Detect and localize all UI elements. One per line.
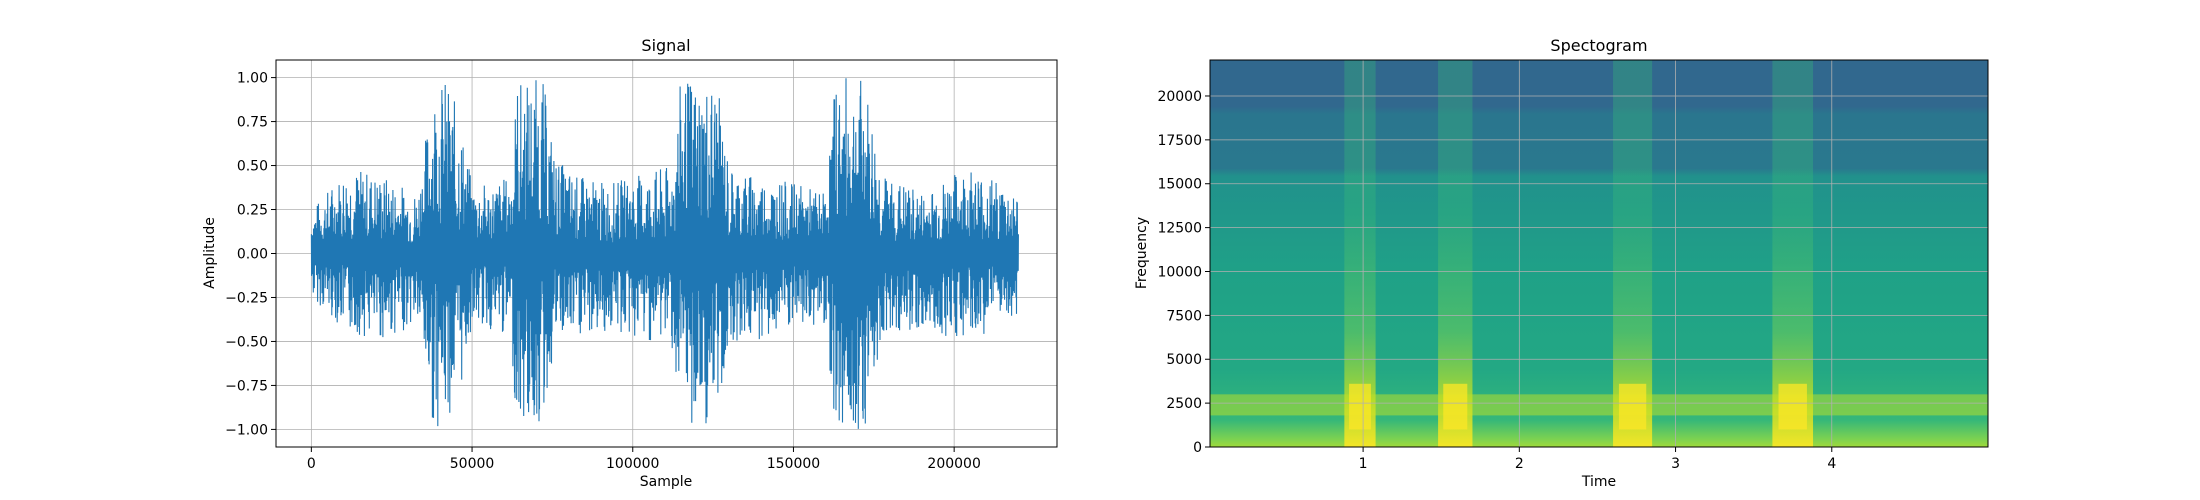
spectrogram-y-tick-label: 7500 xyxy=(1166,308,1202,324)
spectrogram-burst xyxy=(1772,60,1814,447)
spectrogram-burst-core xyxy=(1443,383,1468,430)
signal-x-tick-label: 50000 xyxy=(450,456,495,472)
spectrogram-y-tick-label: 15000 xyxy=(1157,177,1202,193)
spectrogram-x-tick-label: 1 xyxy=(1359,456,1368,472)
signal-x-tick-label: 200000 xyxy=(927,456,980,472)
spectrogram-burst-core xyxy=(1778,383,1807,430)
spectrogram-x-axis-label: Time xyxy=(1581,474,1616,490)
spectrogram-image xyxy=(1210,60,1988,447)
spectrogram-y-tick-label: 20000 xyxy=(1157,89,1202,105)
signal-y-tick-label: 0.00 xyxy=(237,247,268,263)
spectrogram-energy-bands xyxy=(1210,60,1988,447)
spectrogram-y-tick-label: 5000 xyxy=(1166,352,1202,368)
spectrogram-x-ticks: 1 2 3 4 xyxy=(1359,447,1836,472)
signal-waveform-line xyxy=(310,78,1019,429)
spectrogram-burst xyxy=(1344,60,1376,447)
spectrogram-y-tick-label: 0 xyxy=(1193,440,1202,456)
spectrogram-grid xyxy=(1210,60,1988,448)
spectrogram-x-tick-label: 3 xyxy=(1671,456,1680,472)
signal-y-axis-label: Amplitude xyxy=(202,217,218,289)
spectrogram-x-tick-label: 2 xyxy=(1515,456,1524,472)
signal-x-tick-label: 150000 xyxy=(767,456,820,472)
signal-x-axis-label: Sample xyxy=(640,474,693,490)
signal-y-tick-label: −1.00 xyxy=(225,422,268,438)
spectrogram-y-ticks: 0 2500 5000 7500 10000 12500 15000 17500 20000 xyxy=(1157,89,1210,456)
signal-y-tick-label: 0.75 xyxy=(237,115,268,131)
spectrogram-burst xyxy=(1438,60,1473,447)
spectrogram-x-tick-label: 4 xyxy=(1827,456,1836,472)
signal-x-ticks: 0 50000 100000 150000 200000 xyxy=(307,447,981,472)
signal-y-tick-label: 0.50 xyxy=(237,159,268,175)
spectrogram-y-tick-label: 12500 xyxy=(1157,221,1202,237)
signal-y-ticks: 1.00 0.75 0.50 0.25 0.00 −0.25 −0.50 −0.75 −1.00 xyxy=(225,71,276,438)
signal-x-tick-label: 0 xyxy=(307,456,316,472)
spectrogram-frequency-band xyxy=(1210,394,1988,416)
spectrogram-y-tick-label: 17500 xyxy=(1157,133,1202,149)
spectrogram-y-tick-label: 10000 xyxy=(1157,264,1202,280)
spectrogram-burst xyxy=(1613,60,1653,447)
signal-x-tick-label: 100000 xyxy=(606,456,659,472)
signal-y-tick-label: 0.25 xyxy=(237,203,268,219)
signal-series xyxy=(310,78,1019,429)
signal-y-tick-label: −0.25 xyxy=(225,290,268,306)
spectrogram-y-tick-label: 2500 xyxy=(1166,396,1202,412)
signal-y-tick-label: 1.00 xyxy=(237,71,268,87)
signal-y-tick-label: −0.50 xyxy=(225,334,268,350)
signal-chart: Signal 0 50000 100000 150000 200000 1.00 0.75… xyxy=(202,36,1058,490)
spectrogram-plot-frame xyxy=(1209,59,1989,448)
spectrogram-burst-core xyxy=(1349,383,1371,430)
signal-y-tick-label: −0.75 xyxy=(225,378,268,394)
spectrogram-y-axis-label: Frequency xyxy=(1134,217,1150,289)
signal-chart-title: Signal xyxy=(641,36,690,55)
spectrogram-chart-title: Spectogram xyxy=(1550,36,1647,55)
spectrogram-burst-core xyxy=(1618,383,1647,430)
spectrogram-chart: Spectogram 1 2 3 4 0 2500 5000 7500 10000 12500 1… xyxy=(1134,36,1989,490)
